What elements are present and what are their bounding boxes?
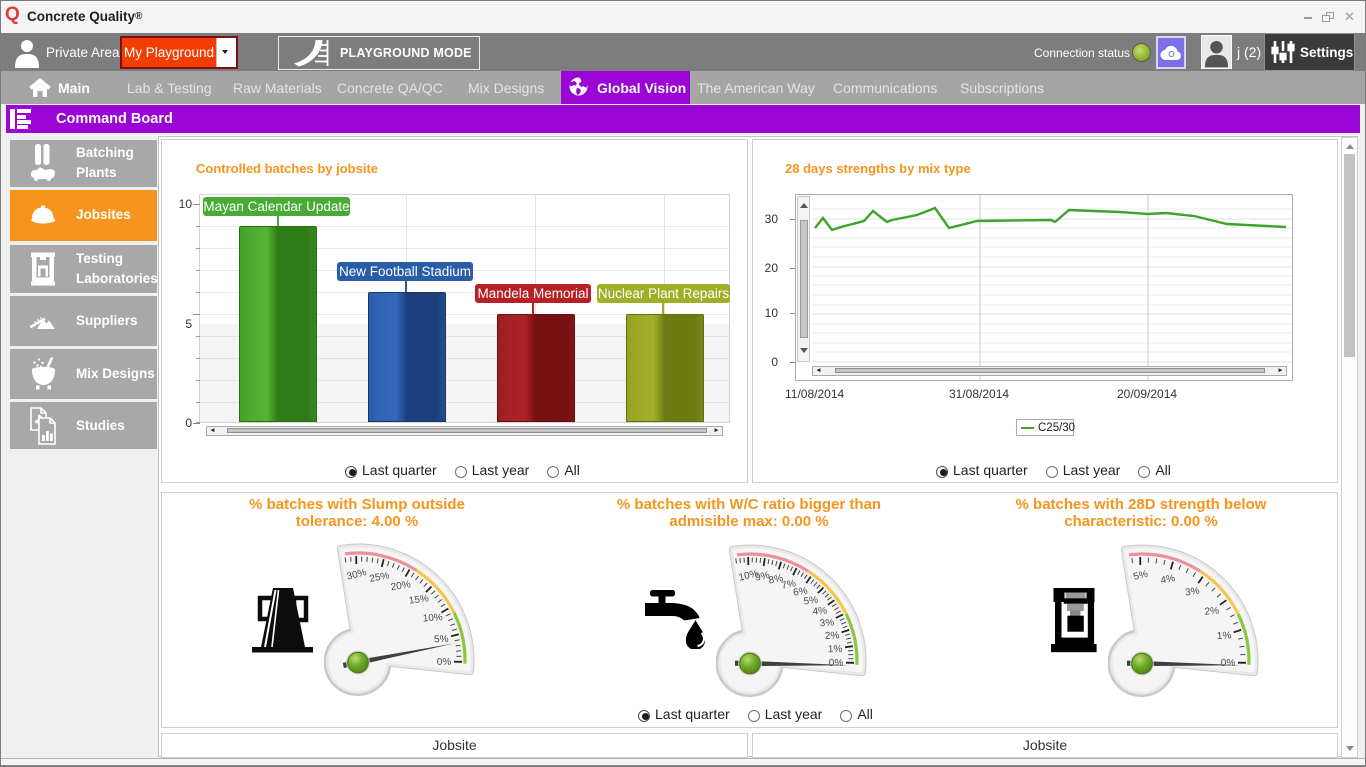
svg-text:0%: 0%: [437, 657, 452, 668]
svg-text:4%: 4%: [812, 605, 827, 617]
svg-text:10%: 10%: [422, 612, 443, 624]
svg-text:2%: 2%: [825, 630, 840, 642]
svg-text:6%: 6%: [793, 586, 809, 599]
svg-text:20%: 20%: [390, 579, 412, 593]
svg-text:10%: 10%: [738, 568, 760, 584]
svg-text:1%: 1%: [828, 644, 843, 655]
svg-text:0%: 0%: [829, 658, 844, 669]
svg-text:15%: 15%: [408, 593, 429, 606]
svg-text:3%: 3%: [1185, 586, 1201, 599]
svg-text:8%: 8%: [768, 573, 784, 587]
svg-text:9%: 9%: [754, 570, 771, 584]
svg-text:25%: 25%: [369, 570, 391, 585]
svg-text:3%: 3%: [819, 617, 834, 629]
svg-text:5%: 5%: [1132, 569, 1149, 583]
svg-text:1%: 1%: [1217, 630, 1232, 642]
svg-text:5%: 5%: [434, 634, 449, 646]
svg-text:7%: 7%: [781, 578, 797, 591]
svg-text:30%: 30%: [346, 567, 368, 583]
svg-text:0%: 0%: [1221, 658, 1236, 669]
svg-text:2%: 2%: [1204, 605, 1219, 617]
svg-text:4%: 4%: [1160, 573, 1176, 587]
svg-text:5%: 5%: [803, 595, 819, 608]
